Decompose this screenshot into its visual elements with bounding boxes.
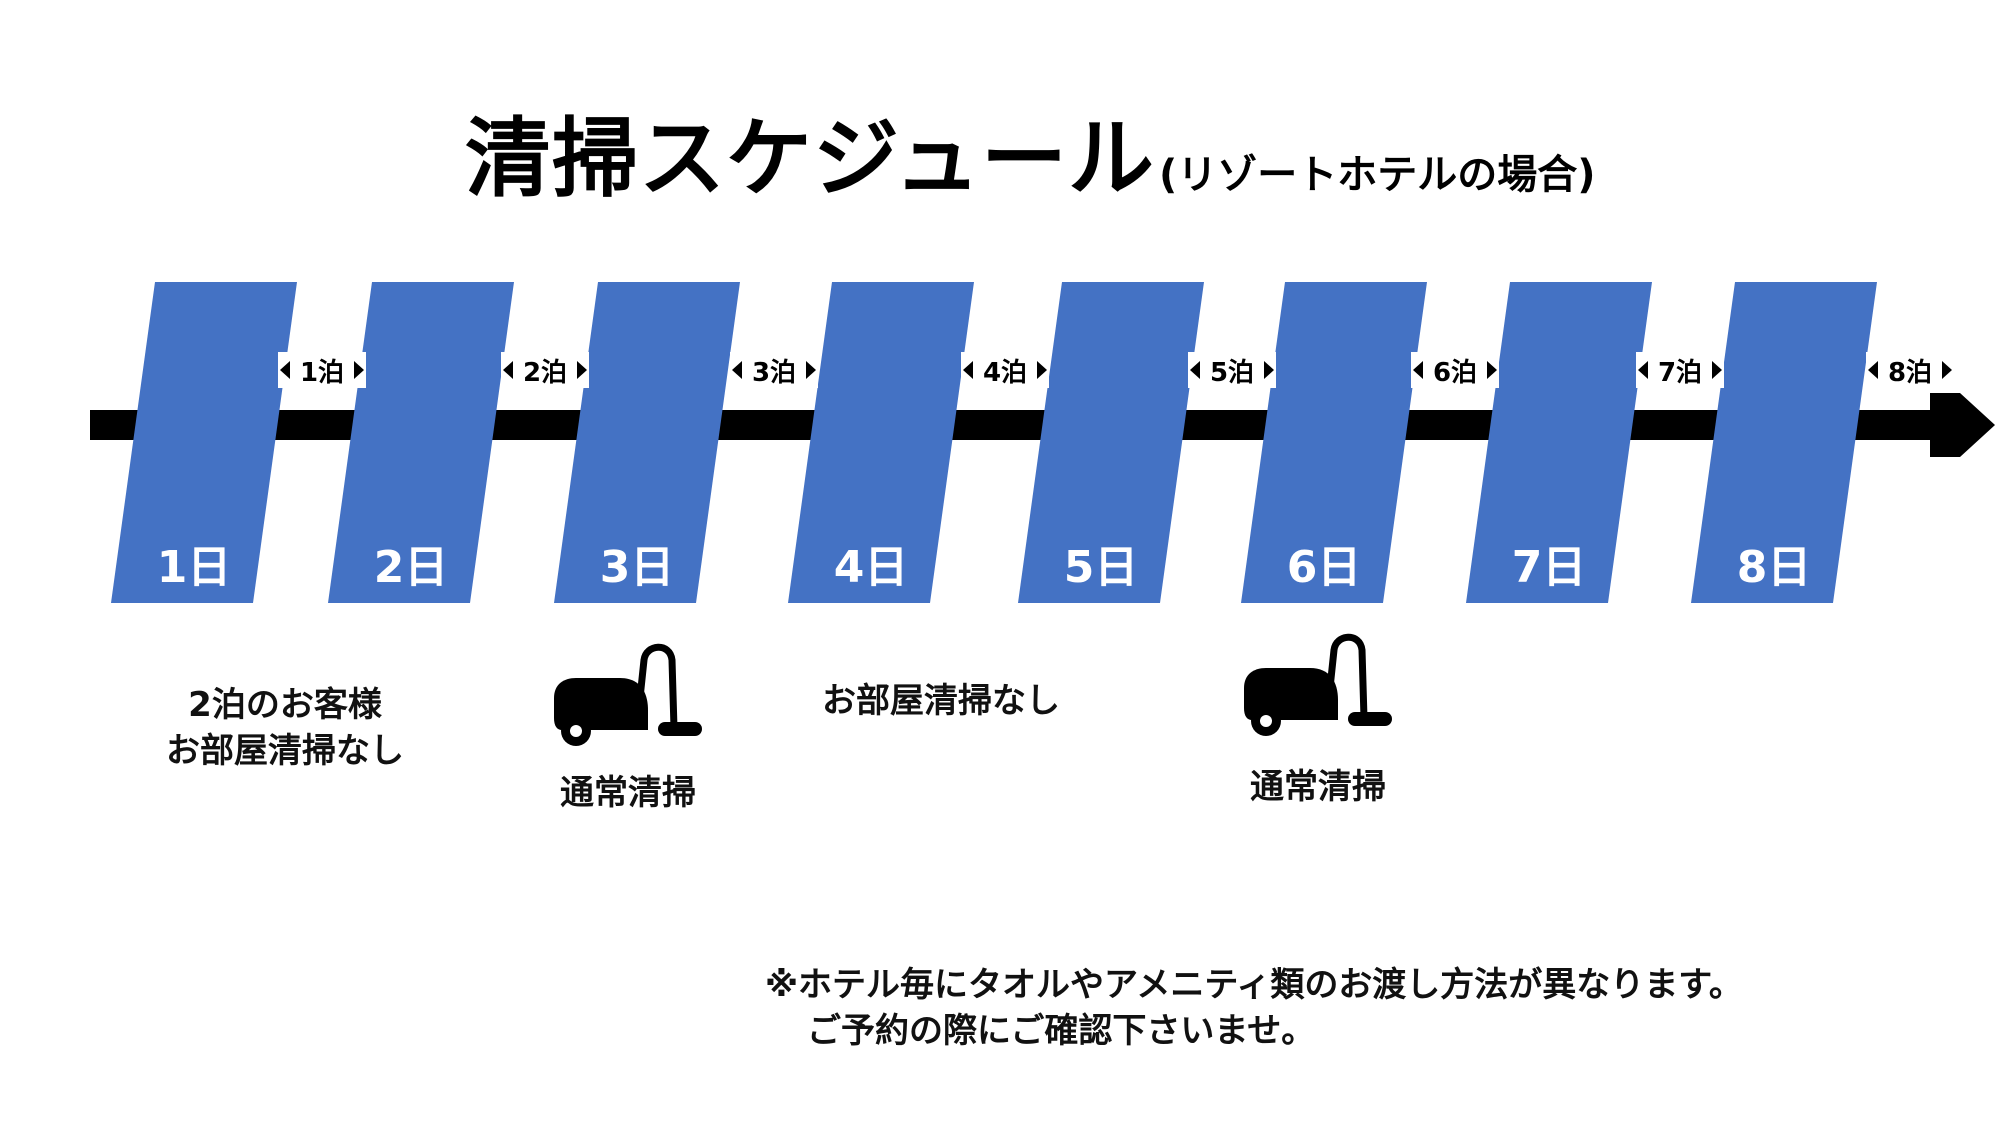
left-arrowhead-icon: [1190, 361, 1200, 379]
day-block: 1日: [111, 282, 297, 603]
caption-two-night-line2: お部屋清掃なし: [166, 731, 404, 771]
day-label: 6日: [1287, 542, 1362, 593]
right-arrowhead-icon: [806, 361, 816, 379]
day-label: 1日: [157, 542, 232, 593]
left-arrowhead-icon: [963, 361, 973, 379]
day-label: 7日: [1512, 542, 1587, 593]
day-block: 2日: [328, 282, 514, 603]
day-block: 5日: [1018, 282, 1204, 603]
right-arrowhead-icon: [1942, 361, 1952, 379]
right-arrowhead-icon: [1487, 361, 1497, 379]
day-block-shape: [1018, 282, 1204, 603]
caption-two-night: 2泊のお客様 お部屋清掃なし: [150, 682, 420, 774]
day-label: 8日: [1737, 542, 1812, 593]
caption-two-night-line1: 2泊のお客様: [188, 685, 382, 725]
day-label: 2日: [374, 542, 449, 593]
day-block: 7日: [1466, 282, 1652, 603]
night-label: 5泊: [1188, 352, 1276, 388]
day-block-shape: [554, 282, 740, 603]
day-block-shape: [1241, 282, 1427, 603]
day-label: 5日: [1064, 542, 1139, 593]
night-text: 6泊: [1433, 358, 1477, 388]
caption-no-clean: お部屋清掃なし: [822, 681, 1060, 721]
right-arrowhead-icon: [577, 361, 587, 379]
left-arrowhead-icon: [280, 361, 290, 379]
right-arrowhead-icon: [1264, 361, 1274, 379]
night-label: 2泊: [501, 352, 589, 388]
night-text: 3泊: [752, 358, 796, 388]
night-label: 6泊: [1411, 352, 1499, 388]
day-label: 4日: [834, 542, 909, 593]
night-text: 4泊: [983, 358, 1027, 388]
day-label: 3日: [600, 542, 675, 593]
title-subtitle: (リゾートホテルの場合): [1158, 152, 1596, 198]
left-arrowhead-icon: [1413, 361, 1423, 379]
title-main: 清掃スケジュール: [465, 109, 1155, 209]
night-text: 8泊: [1888, 358, 1932, 388]
night-label: 1泊: [278, 352, 366, 388]
night-text: 2泊: [523, 358, 567, 388]
night-text: 1泊: [300, 358, 344, 388]
day-blocks: 1日 2日 3日 4日 5日 6日 7日 8日: [111, 282, 1877, 603]
right-arrowhead-icon: [1712, 361, 1722, 379]
left-arrowhead-icon: [503, 361, 513, 379]
night-label: 8泊: [1866, 352, 1954, 388]
left-arrowhead-icon: [1638, 361, 1648, 379]
page-title: 清掃スケジュール (リゾートホテルの場合): [465, 88, 1596, 209]
right-arrowhead-icon: [354, 361, 364, 379]
vacuum-cleaner-icon: [554, 643, 702, 746]
night-label: 4泊: [961, 352, 1049, 388]
timeline-arrow-head: [1930, 393, 1995, 457]
night-labels: 1泊 2泊 3泊 4泊 5泊 6泊 7泊 8泊: [278, 352, 1954, 388]
right-arrowhead-icon: [1037, 361, 1047, 379]
day-block: 3日: [554, 282, 740, 603]
day-block-shape: [111, 282, 297, 603]
night-label: 3泊: [730, 352, 818, 388]
left-arrowhead-icon: [732, 361, 742, 379]
day-block-shape: [788, 282, 974, 603]
caption-day3-clean: 通常清掃: [560, 773, 696, 813]
footnote-line1: ※ホテル毎にタオルやアメニティ類のお渡し方法が異なります。: [765, 965, 1743, 1005]
footnote-line2: ご予約の際にご確認下さいませ。: [807, 1011, 1316, 1051]
vacuum-cleaner-icon: [1244, 633, 1392, 736]
day-block-shape: [1691, 282, 1877, 603]
day-block-shape: [1466, 282, 1652, 603]
day-block: 8日: [1691, 282, 1877, 603]
night-label: 7泊: [1636, 352, 1724, 388]
day-block-shape: [328, 282, 514, 603]
left-arrowhead-icon: [1868, 361, 1878, 379]
night-text: 5泊: [1210, 358, 1254, 388]
night-text: 7泊: [1658, 358, 1702, 388]
footnote: ※ホテル毎にタオルやアメニティ類のお渡し方法が異なります。 ご予約の際にご確認下…: [765, 962, 1743, 1054]
day-block: 4日: [788, 282, 974, 603]
caption-day6-clean: 通常清掃: [1250, 767, 1386, 807]
day-block: 6日: [1241, 282, 1427, 603]
